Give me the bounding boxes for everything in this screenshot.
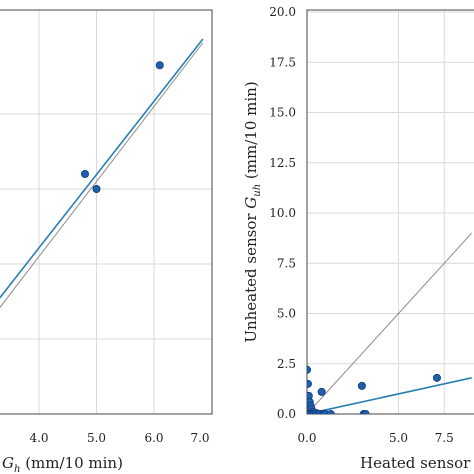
right-reference-lines xyxy=(307,232,473,414)
left-point-2 xyxy=(155,61,164,70)
right-point-19 xyxy=(357,381,366,390)
right-point-18 xyxy=(326,410,335,414)
right-y-tick-5: 12.5 xyxy=(269,156,296,170)
right-y-axis-label: Unheated sensor Guh (mm/10 min) xyxy=(242,81,263,342)
right-y-tick-3: 7.5 xyxy=(277,256,296,270)
left-x-axis-var: G xyxy=(2,454,14,472)
left-x-axis-label: Gh (mm/10 min) xyxy=(2,454,123,474)
left-x-axis-sub: h xyxy=(14,464,20,474)
right-y-axis-sub: uh xyxy=(252,184,263,197)
right-point-21 xyxy=(361,410,370,414)
right-y-tick-2: 5.0 xyxy=(277,307,296,321)
right-y-axis-unit: (mm/10 min) xyxy=(242,81,260,184)
right-point-22 xyxy=(432,373,441,382)
right-x-axis-label: Heated sensor xyxy=(360,454,471,472)
left-x-tick-labels: 4.0 5.0 6.0 7.0 xyxy=(29,431,209,445)
left-reference-lines xyxy=(0,38,204,309)
right-scatter-chart: 0.0 2.5 5.0 7.5 10.0 12.5 15.0 17.5 20.0 0.0 5.0 7… xyxy=(242,5,474,472)
right-fit-line xyxy=(307,377,472,414)
left-scatter-chart: 4.0 5.0 6.0 7.0 Gh (mm/10 min) xyxy=(0,9,213,474)
left-point-0 xyxy=(81,169,90,178)
right-data-points xyxy=(307,365,441,414)
right-x-tick-1: 5.0 xyxy=(389,431,408,445)
right-identity-line xyxy=(307,232,473,414)
right-x-tick-2: 7.5 xyxy=(435,431,454,445)
right-y-axis-var: G xyxy=(242,197,260,209)
right-y-tick-1: 2.5 xyxy=(277,357,296,371)
right-y-tick-8: 20.0 xyxy=(269,5,296,19)
left-x-axis-unit: (mm/10 min) xyxy=(20,454,123,472)
left-plot-frame xyxy=(0,9,213,415)
right-point-15 xyxy=(317,387,326,396)
right-y-tick-6: 15.0 xyxy=(269,106,296,120)
right-point-0 xyxy=(307,365,311,374)
right-y-tick-7: 17.5 xyxy=(269,55,296,69)
right-y-tick-4: 10.0 xyxy=(269,206,296,220)
left-x-tick-0: 4.0 xyxy=(29,431,48,445)
right-x-tick-labels: 0.0 5.0 7.5 xyxy=(297,431,453,445)
right-gridlines xyxy=(307,10,474,414)
left-x-tick-3: 7.0 xyxy=(190,431,209,445)
right-y-tick-0: 0.0 xyxy=(277,407,296,421)
left-point-1 xyxy=(92,184,101,193)
left-gridlines xyxy=(0,10,212,414)
left-fit-line xyxy=(0,38,204,299)
right-y-tick-labels: 0.0 2.5 5.0 7.5 10.0 12.5 15.0 17.5 20.0 xyxy=(269,5,296,421)
left-data-points xyxy=(81,61,164,193)
right-plot-frame xyxy=(306,9,474,415)
left-identity-line xyxy=(0,42,204,309)
left-x-tick-2: 6.0 xyxy=(144,431,163,445)
right-point-1 xyxy=(307,379,312,388)
right-x-tick-0: 0.0 xyxy=(297,431,316,445)
right-y-axis-prefix: Unheated sensor xyxy=(242,209,260,343)
left-x-tick-1: 5.0 xyxy=(87,431,106,445)
